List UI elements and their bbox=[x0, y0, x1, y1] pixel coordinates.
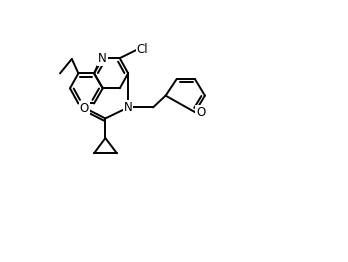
Text: Cl: Cl bbox=[137, 43, 148, 56]
Text: N: N bbox=[98, 52, 107, 65]
Text: O: O bbox=[79, 102, 89, 115]
Text: N: N bbox=[124, 101, 133, 114]
Text: O: O bbox=[196, 106, 205, 119]
